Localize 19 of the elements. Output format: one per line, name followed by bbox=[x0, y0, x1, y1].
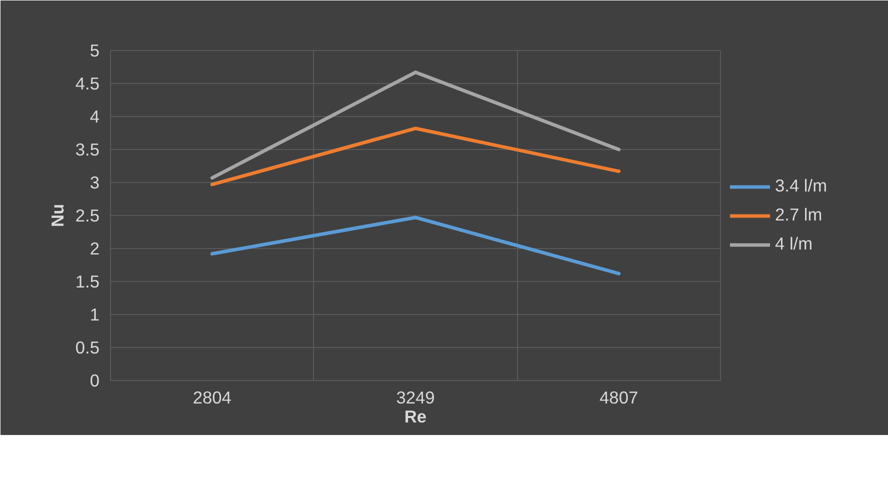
y-tick-label: 4 bbox=[90, 106, 100, 126]
y-tick-label: 0 bbox=[90, 370, 100, 390]
legend-label: 2.7 lm bbox=[775, 204, 822, 226]
y-tick-label: 1.5 bbox=[75, 272, 100, 292]
x-tick-label: 2804 bbox=[192, 388, 232, 408]
legend-label: 4 l/m bbox=[775, 234, 813, 254]
y-tick-label: 3.5 bbox=[75, 140, 100, 160]
legend-label: 3.4 l/m bbox=[775, 176, 828, 196]
y-tick-label: 1 bbox=[90, 304, 100, 324]
y-tick-label: 5 bbox=[90, 40, 100, 60]
y-tick-label: 4.5 bbox=[75, 74, 100, 94]
y-tick-label: 3 bbox=[90, 172, 100, 192]
x-tick-label: 4807 bbox=[600, 388, 638, 408]
y-tick-label: 0.5 bbox=[75, 338, 100, 358]
y-tick-label: 2 bbox=[90, 238, 100, 258]
x-axis-title: Re bbox=[404, 406, 427, 426]
x-tick-label: 3249 bbox=[396, 388, 435, 408]
y-axis-title: Nu bbox=[47, 204, 68, 228]
y-tick-label: 2.5 bbox=[75, 206, 100, 226]
